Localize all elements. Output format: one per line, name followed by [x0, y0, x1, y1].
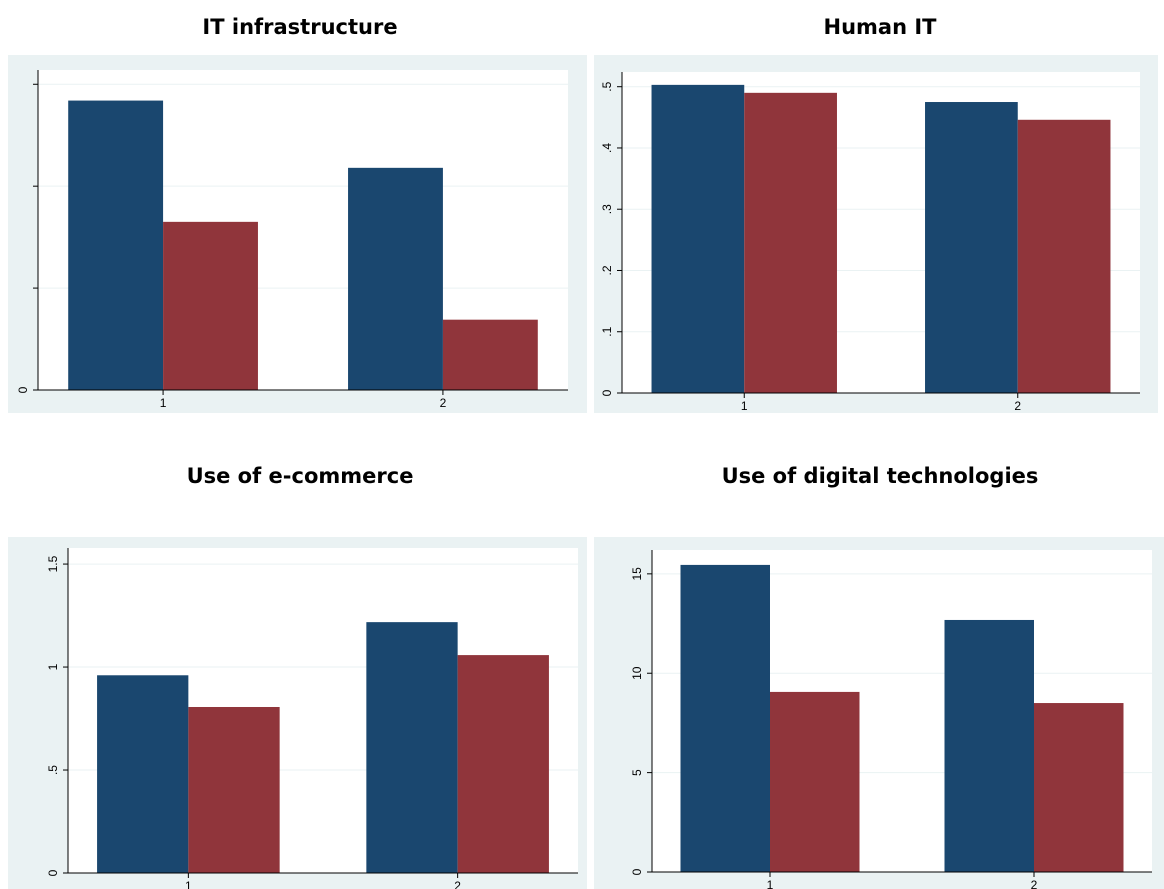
bar — [1017, 119, 1111, 393]
bar — [68, 100, 164, 391]
x-tick-label: 2 — [1031, 878, 1038, 889]
x-tick-label: 1 — [160, 396, 167, 410]
bar — [1034, 703, 1124, 872]
x-tick-label: 1 — [741, 399, 748, 413]
bar — [770, 691, 860, 872]
y-tick-label: 15 — [630, 567, 644, 581]
chart-title: IT infrastructure — [202, 15, 397, 39]
subplot: IT infrastructure 0 1 2 — [8, 15, 587, 413]
bar — [97, 675, 189, 873]
y-tick-label: .3 — [600, 204, 614, 214]
y-tick-label: 0 — [46, 869, 60, 876]
subplot: Human IT 0 .1 .2 .3 .4 .5 1 2 — [594, 15, 1158, 413]
bar — [457, 655, 549, 873]
y-tick-label: 10 — [630, 666, 644, 680]
x-tick-label: 2 — [454, 879, 461, 889]
bar — [163, 221, 258, 390]
bar — [651, 84, 745, 393]
bar — [188, 706, 280, 873]
bar — [348, 167, 443, 390]
y-tick-label: .5 — [46, 765, 60, 775]
chart-title: Use of e-commerce — [187, 464, 414, 488]
y-tick-label: 1 — [46, 663, 60, 670]
y-tick-label: 5 — [630, 769, 644, 776]
x-tick-label: 2 — [440, 396, 447, 410]
y-tick-label: 1.5 — [46, 555, 60, 572]
chart-title: Human IT — [824, 15, 938, 39]
bar — [925, 102, 1018, 393]
bar — [442, 319, 538, 390]
bar — [366, 622, 458, 873]
x-tick-label: 2 — [1014, 399, 1021, 413]
bar — [680, 564, 770, 872]
y-tick-label: .4 — [600, 143, 614, 153]
y-tick-label: 0 — [600, 389, 614, 396]
chart-title: Use of digital technologies — [722, 464, 1039, 488]
subplot: Use of digital technologies 0 5 10 15 1 2 — [594, 464, 1164, 889]
bar — [944, 619, 1034, 872]
x-tick-label: 1 — [185, 879, 192, 889]
y-tick-label: 0 — [630, 868, 644, 875]
y-tick-label: 0 — [16, 386, 30, 393]
bar — [744, 92, 837, 393]
y-tick-label: .5 — [600, 81, 614, 91]
y-tick-label: .1 — [600, 326, 614, 336]
x-tick-label: 1 — [767, 878, 774, 889]
subplot: Use of e-commerce 0 .5 1 1.5 1 2 — [8, 464, 587, 889]
y-tick-label: .2 — [600, 265, 614, 275]
